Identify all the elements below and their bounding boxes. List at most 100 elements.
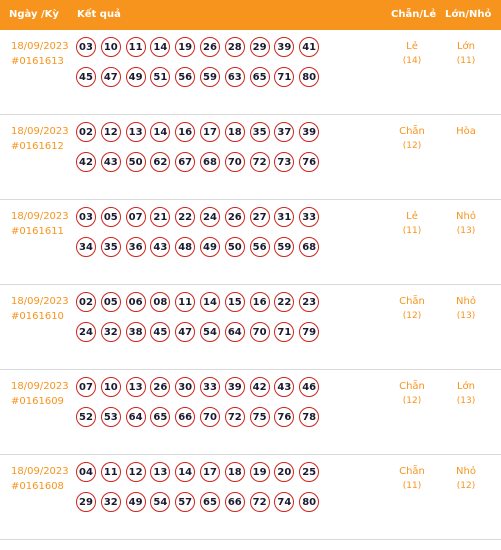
draw-period[interactable]: #0161613 bbox=[11, 56, 64, 67]
number-ball: 64 bbox=[125, 407, 146, 427]
parity-count: (14) bbox=[402, 56, 422, 66]
number-ball: 41 bbox=[299, 37, 320, 57]
number-ball: 49 bbox=[199, 237, 220, 257]
draw-period[interactable]: #0161612 bbox=[11, 141, 64, 152]
number-ball: 68 bbox=[199, 152, 220, 172]
number-ball: 11 bbox=[100, 462, 121, 482]
number-ball: 19 bbox=[175, 37, 196, 57]
draw-period[interactable]: #0161608 bbox=[11, 481, 64, 492]
size-result: Nhỏ (12) bbox=[446, 464, 486, 494]
size-label: Lớn bbox=[456, 381, 476, 392]
number-ball: 26 bbox=[199, 37, 220, 57]
number-ball: 43 bbox=[100, 152, 121, 172]
number-ball: 79 bbox=[299, 322, 320, 342]
ball-line: 52 53 64 65 66 70 72 75 76 78 bbox=[76, 407, 366, 427]
number-ball: 65 bbox=[199, 492, 220, 512]
result-balls: 03 10 11 14 19 26 28 29 39 41 45 47 49 51 56 59 63 65 71 80 bbox=[76, 37, 366, 97]
number-ball: 68 bbox=[299, 237, 320, 257]
parity-result: Chẵn (11) bbox=[392, 464, 432, 494]
row-date-period: 18/09/2023 #0161609 bbox=[11, 379, 69, 409]
header-size: Lớn/Nhỏ bbox=[445, 9, 492, 20]
number-ball: 62 bbox=[150, 152, 171, 172]
table-row: 18/09/2023 #0161611 03 05 07 21 22 24 26 27 31 33 34… bbox=[0, 200, 501, 285]
ball-line: 45 47 49 51 56 59 63 65 71 80 bbox=[76, 67, 366, 87]
draw-period[interactable]: #0161609 bbox=[11, 396, 64, 407]
number-ball: 22 bbox=[175, 207, 196, 227]
number-ball: 12 bbox=[100, 122, 121, 142]
table-row: 18/09/2023 #0161610 02 05 06 08 11 14 15 16 22 23 24… bbox=[0, 285, 501, 370]
number-ball: 78 bbox=[299, 407, 320, 427]
table-row: 18/09/2023 #0161612 02 12 13 14 16 17 18 35 37 39 42… bbox=[0, 115, 501, 200]
number-ball: 05 bbox=[100, 292, 121, 312]
number-ball: 52 bbox=[76, 407, 96, 427]
number-ball: 03 bbox=[76, 207, 96, 227]
ball-line: 03 10 11 14 19 26 28 29 39 41 bbox=[76, 37, 366, 57]
number-ball: 08 bbox=[150, 292, 171, 312]
number-ball: 14 bbox=[150, 37, 171, 57]
draw-date: 18/09/2023 bbox=[11, 381, 69, 392]
size-result: Nhỏ (13) bbox=[446, 209, 486, 239]
row-date-period: 18/09/2023 #0161610 bbox=[11, 294, 69, 324]
size-label: Hòa bbox=[456, 126, 476, 137]
number-ball: 56 bbox=[249, 237, 270, 257]
number-ball: 07 bbox=[125, 207, 146, 227]
number-ball: 35 bbox=[100, 237, 121, 257]
number-ball: 23 bbox=[299, 292, 320, 312]
ball-line: 07 10 13 26 30 33 39 42 43 46 bbox=[76, 377, 366, 397]
size-result: Lớn (13) bbox=[446, 379, 486, 409]
number-ball: 43 bbox=[274, 377, 295, 397]
number-ball: 63 bbox=[224, 67, 245, 87]
number-ball: 16 bbox=[175, 122, 196, 142]
table-body: 18/09/2023 #0161613 03 10 11 14 19 26 28 29 39 41 45… bbox=[0, 30, 501, 540]
number-ball: 33 bbox=[299, 207, 320, 227]
draw-period[interactable]: #0161611 bbox=[11, 226, 64, 237]
table-header: Ngày /Kỳ Kết quả Chẵn/Lẻ Lớn/Nhỏ bbox=[0, 0, 501, 30]
number-ball: 42 bbox=[76, 152, 96, 172]
number-ball: 34 bbox=[76, 237, 96, 257]
number-ball: 36 bbox=[125, 237, 146, 257]
parity-result: Chẵn (12) bbox=[392, 379, 432, 409]
size-label: Nhỏ bbox=[456, 296, 476, 307]
number-ball: 59 bbox=[274, 237, 295, 257]
number-ball: 76 bbox=[299, 152, 320, 172]
parity-label: Chẵn bbox=[399, 296, 425, 307]
ball-line: 04 11 12 13 14 17 18 19 20 25 bbox=[76, 462, 366, 482]
number-ball: 39 bbox=[224, 377, 245, 397]
ball-line: 34 35 36 43 48 49 50 56 59 68 bbox=[76, 237, 366, 257]
number-ball: 42 bbox=[249, 377, 270, 397]
table-row: 18/09/2023 #0161608 04 11 12 13 14 17 18 19 20 25 29… bbox=[0, 455, 501, 540]
number-ball: 11 bbox=[125, 37, 146, 57]
size-result: Nhỏ (13) bbox=[446, 294, 486, 324]
number-ball: 27 bbox=[249, 207, 270, 227]
number-ball: 16 bbox=[249, 292, 270, 312]
table-row: 18/09/2023 #0161613 03 10 11 14 19 26 28 29 39 41 45… bbox=[0, 30, 501, 115]
row-date-period: 18/09/2023 #0161608 bbox=[11, 464, 69, 494]
parity-count: (12) bbox=[402, 141, 422, 151]
size-label: Nhỏ bbox=[456, 466, 476, 477]
table-row: 18/09/2023 #0161609 07 10 13 26 30 33 39 42 43 46 52… bbox=[0, 370, 501, 455]
draw-date: 18/09/2023 bbox=[11, 211, 69, 222]
number-ball: 39 bbox=[274, 37, 295, 57]
number-ball: 67 bbox=[175, 152, 196, 172]
number-ball: 64 bbox=[224, 322, 245, 342]
number-ball: 80 bbox=[299, 67, 320, 87]
number-ball: 73 bbox=[274, 152, 295, 172]
size-count: (12) bbox=[456, 481, 476, 491]
number-ball: 43 bbox=[150, 237, 171, 257]
draw-period[interactable]: #0161610 bbox=[11, 311, 64, 322]
number-ball: 54 bbox=[150, 492, 171, 512]
ball-line: 02 12 13 14 16 17 18 35 37 39 bbox=[76, 122, 366, 142]
number-ball: 75 bbox=[249, 407, 270, 427]
parity-label: Chẵn bbox=[399, 126, 425, 137]
header-result: Kết quả bbox=[77, 9, 121, 20]
parity-label: Lẻ bbox=[406, 41, 418, 52]
number-ball: 05 bbox=[100, 207, 121, 227]
number-ball: 50 bbox=[125, 152, 146, 172]
number-ball: 10 bbox=[100, 377, 121, 397]
number-ball: 53 bbox=[100, 407, 121, 427]
number-ball: 72 bbox=[249, 152, 270, 172]
number-ball: 71 bbox=[274, 322, 295, 342]
number-ball: 21 bbox=[150, 207, 171, 227]
size-label: Lớn bbox=[456, 41, 476, 52]
